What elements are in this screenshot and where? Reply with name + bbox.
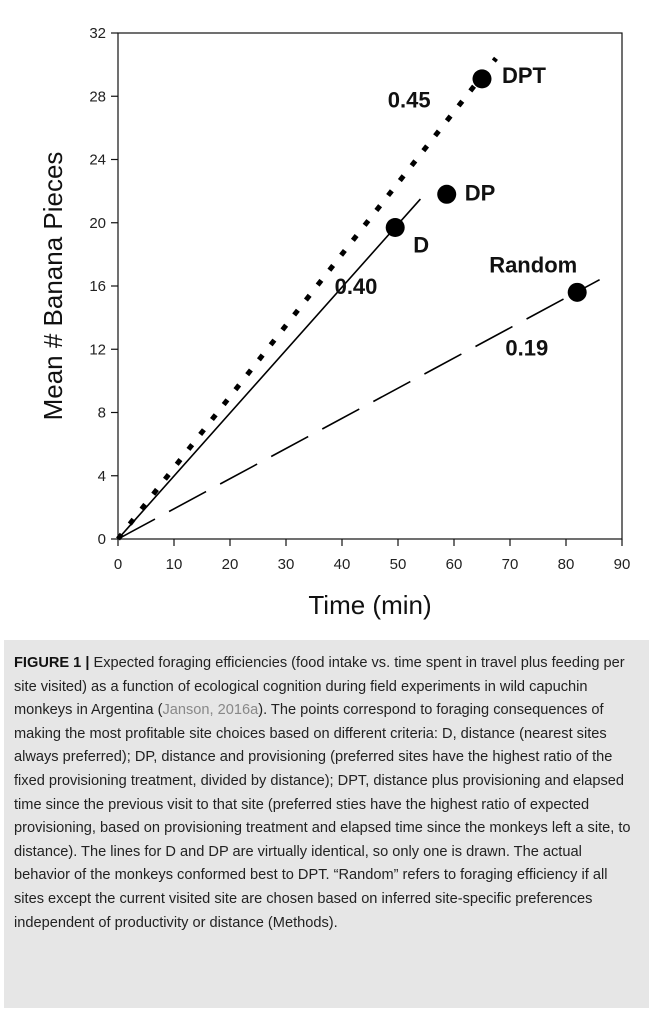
x-tick-label: 40	[334, 556, 351, 573]
slope-label: 0.40	[335, 274, 378, 299]
y-tick-label: 0	[98, 531, 106, 548]
y-tick-label: 16	[89, 278, 106, 295]
slope-label: 0.45	[388, 87, 431, 112]
axis-ticks: 0 10 20 30 40 50 60 70 80 90 0 4 8 12 16 20 24 28 32	[89, 25, 630, 573]
data-points	[385, 69, 587, 302]
y-tick-label: 4	[98, 468, 106, 485]
caption-citation-link[interactable]: Janson, 2016a	[162, 702, 259, 719]
caption-text-2: ). The points correspond to foraging con…	[14, 702, 631, 931]
x-axis-label: Time (min)	[308, 590, 431, 620]
y-tick-label: 32	[89, 25, 106, 42]
series-line-dashed	[117, 278, 600, 540]
x-tick-label: 10	[166, 556, 183, 573]
y-tick-label: 12	[89, 341, 106, 358]
point-label-random: Random	[489, 252, 577, 277]
point-label-d: D	[413, 232, 429, 257]
series-lines	[116, 56, 600, 541]
x-tick-label: 20	[222, 556, 239, 573]
y-tick-label: 24	[89, 152, 106, 169]
point-label-dp: DP	[465, 180, 496, 205]
point-dpt	[472, 69, 492, 89]
x-tick-label: 90	[614, 556, 631, 573]
x-tick-label: 30	[278, 556, 295, 573]
x-tick-label: 50	[390, 556, 407, 573]
point-d	[385, 217, 405, 237]
annotations: DPT DP D Random 0.45 0.40 0.19	[335, 63, 578, 361]
y-axis-label: Mean # Banana Pieces	[38, 152, 68, 421]
caption-label: FIGURE 1 |	[14, 655, 90, 671]
point-label-dpt: DPT	[502, 63, 547, 88]
x-tick-label: 60	[446, 556, 463, 573]
point-dp	[437, 184, 457, 204]
x-tick-label: 80	[558, 556, 575, 573]
y-tick-label: 8	[98, 405, 106, 422]
slope-label: 0.19	[505, 336, 548, 361]
x-tick-label: 70	[502, 556, 519, 573]
point-random	[567, 282, 587, 302]
caption-text-1: Expected foraging efficiencies (food int…	[14, 655, 625, 719]
figure: 0 10 20 30 40 50 60 70 80 90 0 4 8 12 16 20 24 28 32 DPT DP…	[38, 25, 630, 620]
x-tick-label: 0	[114, 556, 122, 573]
series-line-solid	[117, 198, 421, 540]
y-tick-label: 28	[89, 88, 106, 105]
figure-caption: FIGURE 1 | Expected foraging efficiencie…	[4, 640, 649, 1008]
y-tick-label: 20	[89, 215, 106, 232]
series-line-dotted	[116, 56, 498, 541]
